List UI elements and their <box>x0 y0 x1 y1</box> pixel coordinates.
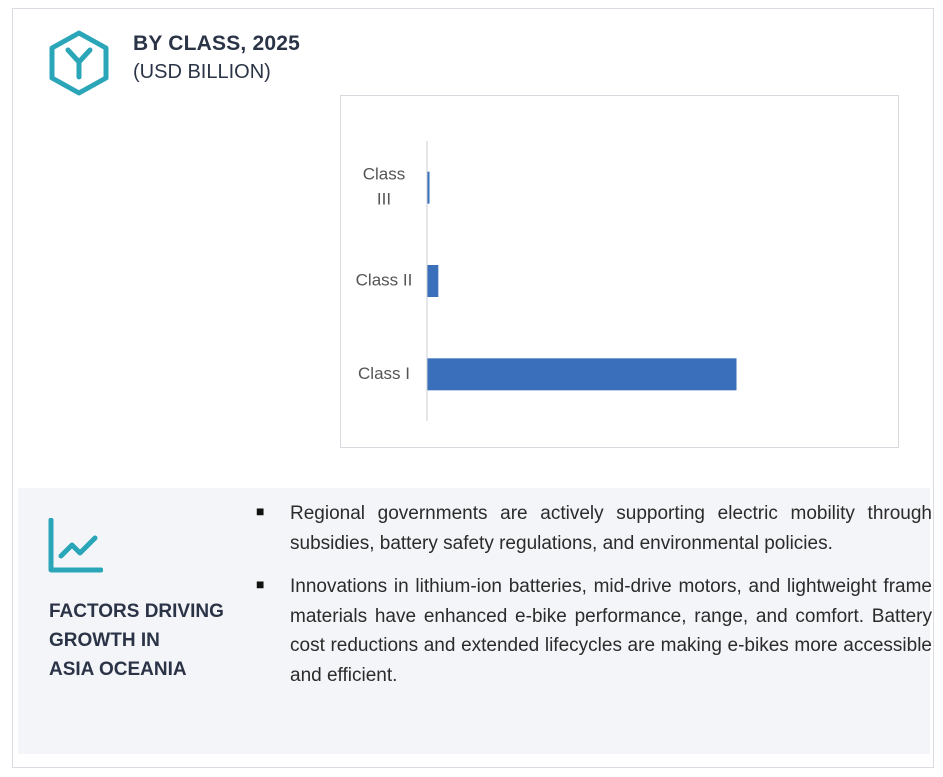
factors-title: FACTORS DRIVING GROWTH IN ASIA OCEANIA <box>49 597 259 684</box>
bar-class-iii <box>427 171 430 204</box>
chart-subtitle: (USD BILLION) <box>133 61 271 83</box>
category-label: Class II <box>356 270 413 289</box>
bullet-text: Regional governments are actively suppor… <box>290 503 932 554</box>
bar-class-ii <box>427 265 439 297</box>
bullet-square-icon: ■ <box>256 503 265 519</box>
chart-title: BY CLASS, 2025 <box>133 32 300 55</box>
bar-class-i <box>427 358 737 391</box>
hexagon-y-icon <box>49 30 109 96</box>
category-label: Class I <box>358 364 410 383</box>
factors-title-line: GROWTH IN <box>49 630 160 651</box>
factors-panel <box>18 488 930 754</box>
category-label: Class III <box>363 165 406 209</box>
factors-title-line: ASIA OCEANIA <box>49 659 187 680</box>
bullet-text: Innovations in lithium-ion batteries, mi… <box>290 576 932 686</box>
list-item: ■ Regional governments are actively supp… <box>256 499 932 558</box>
list-item: ■ Innovations in lithium-ion batteries, … <box>256 572 932 690</box>
factors-title-line: FACTORS DRIVING <box>49 601 224 622</box>
bullet-square-icon: ■ <box>256 576 265 592</box>
trend-line-icon <box>48 518 103 573</box>
factors-list: ■ Regional governments are actively supp… <box>256 499 932 704</box>
chart-area: Class III Class II Class I <box>340 95 899 448</box>
bar-chart: Class III Class II Class I <box>356 141 737 421</box>
